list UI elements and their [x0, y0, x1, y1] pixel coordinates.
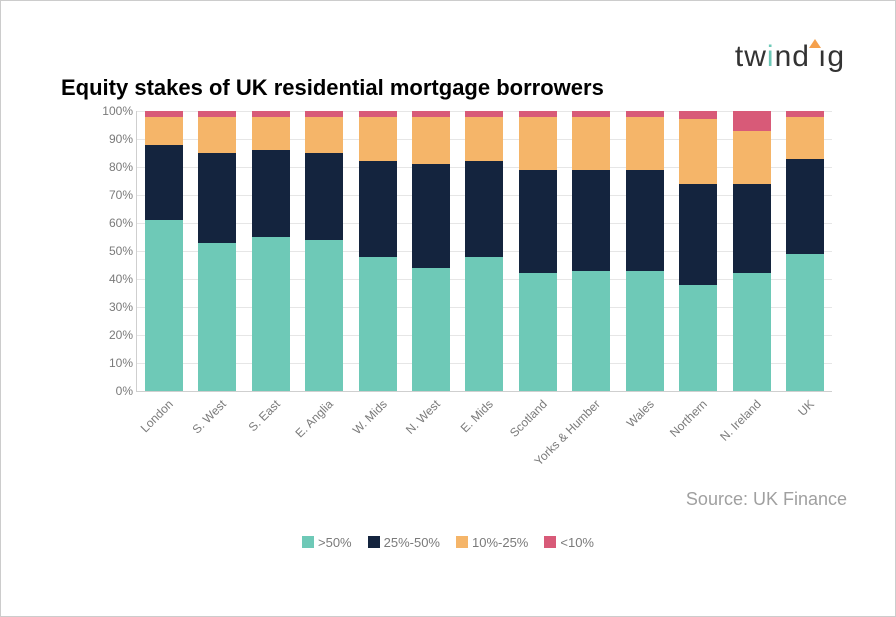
y-tick-label: 30% — [91, 300, 133, 314]
bar-segment-r1025 — [412, 117, 450, 165]
bar-segment-gt50 — [679, 285, 717, 391]
page: twindıg Equity stakes of UK residential … — [0, 0, 896, 617]
y-tick-label: 100% — [91, 104, 133, 118]
chart-title: Equity stakes of UK residential mortgage… — [61, 75, 604, 101]
bar-column: N. Ireland — [733, 111, 771, 391]
bar-segment-r1025 — [733, 131, 771, 184]
bar-segment-r1025 — [679, 119, 717, 183]
bar-segment-gt50 — [198, 243, 236, 391]
bar-segment-r2550 — [252, 150, 290, 237]
legend-label: 10%-25% — [472, 535, 528, 550]
bar-column: W. Mids — [359, 111, 397, 391]
y-tick-label: 20% — [91, 328, 133, 342]
chart-area: 0%10%20%30%40%50%60%70%80%90%100% London… — [91, 111, 831, 451]
bar-segment-gt50 — [519, 273, 557, 391]
bar-stack — [572, 111, 610, 391]
bar-segment-gt50 — [786, 254, 824, 391]
bar-column: Northern — [679, 111, 717, 391]
brand-logo: twindıg — [735, 39, 845, 74]
bar-segment-gt50 — [305, 240, 343, 391]
legend-label: <10% — [560, 535, 594, 550]
source-label: Source: UK Finance — [686, 489, 847, 510]
bar-stack — [465, 111, 503, 391]
bar-stack — [252, 111, 290, 391]
bar-segment-r2550 — [733, 184, 771, 274]
legend-item: >50% — [302, 535, 352, 550]
legend-item: 10%-25% — [456, 535, 528, 550]
bar-segment-gt50 — [465, 257, 503, 391]
legend-item: <10% — [544, 535, 594, 550]
bar-stack — [519, 111, 557, 391]
bar-stack — [305, 111, 343, 391]
bar-segment-r2550 — [519, 170, 557, 274]
bar-stack — [786, 111, 824, 391]
bar-column: UK — [786, 111, 824, 391]
bar-segment-lt10 — [733, 111, 771, 131]
bar-stack — [679, 111, 717, 391]
bar-column: Scotland — [519, 111, 557, 391]
bar-segment-r2550 — [145, 145, 183, 221]
bar-column: London — [145, 111, 183, 391]
bar-stack — [412, 111, 450, 391]
bar-segment-gt50 — [733, 273, 771, 391]
bar-column: S. West — [198, 111, 236, 391]
y-tick-label: 0% — [91, 384, 133, 398]
bar-segment-gt50 — [359, 257, 397, 391]
bar-segment-r1025 — [519, 117, 557, 170]
bar-stack — [626, 111, 664, 391]
legend-label: 25%-50% — [384, 535, 440, 550]
bar-column: E. Anglia — [305, 111, 343, 391]
plot-area: London S. West S. East E. Anglia W. Mids N. W… — [136, 111, 832, 392]
bar-segment-r1025 — [198, 117, 236, 153]
bar-segment-r2550 — [465, 161, 503, 256]
bar-segment-gt50 — [252, 237, 290, 391]
bar-segment-r1025 — [359, 117, 397, 162]
y-tick-label: 90% — [91, 132, 133, 146]
bar-segment-gt50 — [572, 271, 610, 391]
bar-segment-r2550 — [305, 153, 343, 240]
bar-segment-lt10 — [679, 111, 717, 119]
legend-swatch-icon — [544, 536, 556, 548]
legend: >50% 25%-50% 10%-25% <10% — [1, 535, 895, 550]
y-tick-label: 50% — [91, 244, 133, 258]
bar-segment-r1025 — [626, 117, 664, 170]
bar-segment-r1025 — [572, 117, 610, 170]
bar-segment-r2550 — [198, 153, 236, 243]
y-tick-label: 80% — [91, 160, 133, 174]
bar-segment-r2550 — [786, 159, 824, 254]
bar-segment-gt50 — [145, 220, 183, 391]
bar-segment-r1025 — [145, 117, 183, 145]
legend-label: >50% — [318, 535, 352, 550]
y-tick-label: 10% — [91, 356, 133, 370]
bar-segment-r2550 — [679, 184, 717, 285]
bar-segment-r2550 — [572, 170, 610, 271]
legend-swatch-icon — [368, 536, 380, 548]
bar-column: N. West — [412, 111, 450, 391]
bar-column: Yorks & Humber — [572, 111, 610, 391]
bar-segment-r2550 — [359, 161, 397, 256]
legend-item: 25%-50% — [368, 535, 440, 550]
bar-segment-r1025 — [252, 117, 290, 151]
bar-column: S. East — [252, 111, 290, 391]
bar-segment-r1025 — [786, 117, 824, 159]
y-tick-label: 70% — [91, 188, 133, 202]
bar-segment-r2550 — [412, 164, 450, 268]
legend-swatch-icon — [456, 536, 468, 548]
bars-container: London S. West S. East E. Anglia W. Mids N. W… — [137, 111, 832, 391]
bar-stack — [733, 111, 771, 391]
y-tick-label: 40% — [91, 272, 133, 286]
bar-stack — [198, 111, 236, 391]
bar-column: E. Mids — [465, 111, 503, 391]
logo-dot: i — [767, 40, 775, 73]
bar-column: Wales — [626, 111, 664, 391]
bar-stack — [145, 111, 183, 391]
bar-segment-r1025 — [465, 117, 503, 162]
bar-segment-r2550 — [626, 170, 664, 271]
legend-swatch-icon — [302, 536, 314, 548]
bar-segment-gt50 — [626, 271, 664, 391]
bar-segment-gt50 — [412, 268, 450, 391]
y-tick-label: 60% — [91, 216, 133, 230]
bar-segment-r1025 — [305, 117, 343, 153]
bar-stack — [359, 111, 397, 391]
